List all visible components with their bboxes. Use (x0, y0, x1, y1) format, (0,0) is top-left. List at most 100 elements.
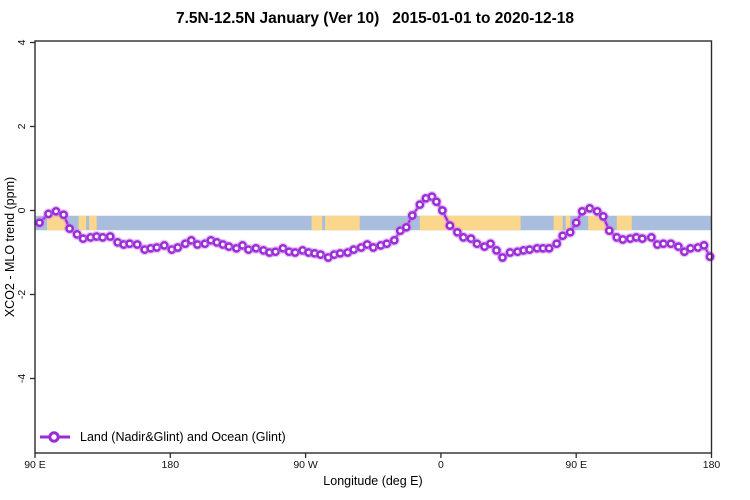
x-tick-label: 180 (703, 459, 721, 471)
y-axis-label: XCO2 - MLO trend (ppm) (3, 176, 17, 318)
data-point-halo (104, 230, 116, 243)
data-point-halo (465, 233, 477, 245)
data-point-marker (193, 240, 202, 249)
data-point-marker (335, 248, 345, 258)
data-point-halo (603, 225, 615, 237)
data-point-marker (659, 239, 668, 249)
data-point-halo (557, 230, 569, 242)
data-point-halo (430, 196, 442, 208)
x-tick-label: 90 E (565, 459, 587, 471)
data-point-marker (699, 241, 709, 250)
data-point-marker (637, 234, 647, 243)
data-point-halo (645, 231, 658, 243)
data-point-marker (552, 239, 562, 249)
data-point-halo (57, 209, 70, 221)
data-point-marker (486, 239, 495, 249)
data-point-halo (564, 226, 576, 238)
data-point-halo (490, 244, 503, 256)
data-point-marker (152, 243, 162, 252)
data-point-halo (636, 233, 648, 245)
data-point-marker (180, 239, 190, 249)
data-point-marker (459, 233, 468, 242)
data-point-marker (132, 240, 142, 249)
data-point-marker (680, 247, 689, 257)
data-point-halo (597, 210, 609, 222)
data-point-halo (131, 238, 143, 251)
data-point-marker (382, 239, 392, 249)
data-point-marker (432, 197, 441, 207)
data-point-marker (173, 243, 183, 252)
legend-label: Land (Nadir&Glint) and Ocean (Glint) (80, 430, 286, 444)
land-band-segment (616, 215, 632, 231)
data-point-marker (35, 218, 44, 228)
data-point-halo (64, 223, 76, 235)
data-point-halo (496, 251, 509, 264)
data-point-halo (269, 246, 282, 258)
data-point-marker (472, 239, 482, 249)
data-point-marker (72, 230, 82, 239)
data-point-halo (444, 220, 456, 232)
data-point-marker (577, 206, 587, 216)
data-point-marker (686, 243, 695, 253)
data-point-marker (59, 210, 68, 220)
data-point-marker (368, 243, 378, 252)
data-point-marker (505, 248, 515, 257)
data-point-marker (278, 243, 288, 253)
data-point-marker (159, 241, 169, 250)
data-point-marker (604, 226, 614, 236)
data-point-marker (498, 253, 507, 262)
data-point-marker (525, 245, 534, 254)
data-point-marker (224, 242, 234, 251)
data-point-marker (290, 248, 300, 257)
data-point-marker (674, 242, 683, 251)
data-point-marker (125, 239, 135, 249)
data-point-marker (349, 245, 359, 254)
data-point-halo (698, 239, 710, 251)
data-point-marker (666, 239, 676, 249)
data-point-marker (389, 235, 399, 245)
y-tick-label: -4 (16, 374, 28, 383)
x-axis-label: Longitude (deg E) (323, 474, 423, 488)
data-point-marker (44, 209, 53, 219)
data-point-marker (427, 192, 437, 201)
data-point-marker (316, 250, 325, 259)
data-point-marker (200, 239, 210, 249)
land-band-segment (78, 215, 87, 231)
data-point-marker (438, 206, 447, 215)
data-point-halo (381, 238, 393, 250)
data-point-marker (445, 221, 455, 230)
data-point-marker (544, 243, 554, 253)
data-point-marker (244, 245, 253, 254)
data-point-halo (400, 221, 412, 233)
land-band-segment (419, 215, 521, 231)
data-point-marker (647, 233, 656, 242)
data-point-halo (591, 205, 603, 217)
data-point-halo (451, 226, 463, 238)
data-point-halo (185, 234, 197, 246)
data-point-marker (571, 218, 581, 228)
data-point-halo (426, 191, 438, 203)
data-point-marker (401, 222, 411, 232)
data-point-marker (65, 224, 74, 233)
land-band-segment (89, 215, 97, 231)
data-point-halo (388, 234, 400, 246)
chart-title: 7.5N-12.5N January (Ver 10) 2015-01-01 t… (175, 10, 575, 27)
data-point-marker (271, 247, 280, 257)
land-band-segment (311, 215, 323, 231)
data-point-marker (51, 206, 61, 216)
land-band-segment (325, 215, 360, 231)
data-point-halo (406, 209, 418, 222)
x-tick-label: 180 (162, 459, 180, 471)
data-point-marker (78, 234, 88, 243)
x-tick-label: 90 W (293, 459, 318, 471)
data-point-marker (592, 206, 602, 216)
data-point-marker (585, 204, 595, 213)
data-point-marker (395, 226, 405, 236)
data-point-halo (672, 241, 685, 253)
data-point-marker (186, 235, 196, 245)
y-tick-label: 4 (16, 39, 28, 45)
data-point-halo (543, 242, 555, 254)
data-point-marker (558, 231, 568, 241)
data-point-marker (407, 211, 417, 220)
